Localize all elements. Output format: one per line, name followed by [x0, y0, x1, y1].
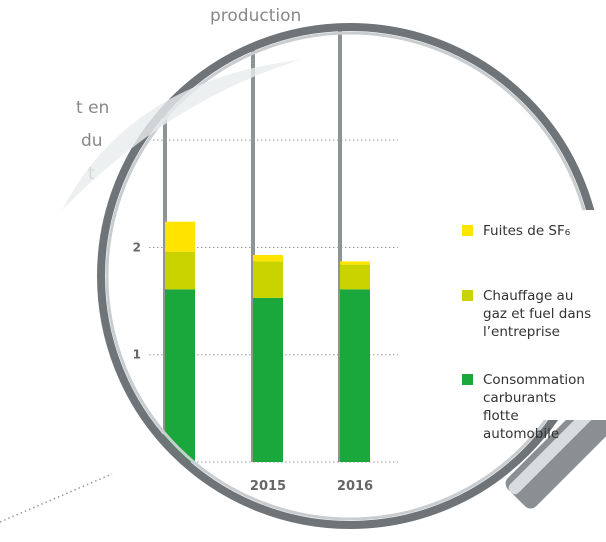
legend-panel [450, 210, 606, 420]
bar-segment [253, 261, 283, 298]
bar-segment [340, 261, 370, 265]
bar-segment [253, 254, 283, 262]
y-tick-label: 0 [133, 455, 141, 469]
post [338, 30, 342, 462]
x-tick-label: 2016 [337, 479, 373, 494]
bar-segment [340, 264, 370, 290]
bar-segment [165, 251, 195, 290]
bar-segment [253, 297, 283, 462]
legend-item: Chauffage au gaz et fuel dans l’entrepri… [462, 287, 592, 341]
legend-swatch [462, 374, 473, 385]
legend-label: Chauffage au gaz et fuel dans l’entrepri… [483, 288, 592, 340]
legend-label: Fuites de SF₆ [483, 223, 571, 239]
legend-item: Consommation carburants flotte automobil… [462, 371, 592, 443]
background-text: du [81, 131, 103, 151]
legend-swatch [462, 225, 473, 236]
magnifier-handle [505, 401, 606, 509]
bar-segment [165, 221, 195, 252]
dotted-pointer [0, 473, 113, 523]
background-text: production [210, 6, 302, 26]
legend-label: Consommation carburants flotte automobil… [483, 372, 585, 442]
bar-segment [340, 289, 370, 462]
y-tick-label: 2 [133, 240, 141, 254]
post [251, 30, 255, 462]
x-tick-label: 2014 [162, 479, 198, 494]
background-text: t en [76, 98, 110, 118]
legend-item: Fuites de SF₆ [462, 222, 592, 240]
x-tick-label: 2015 [250, 479, 286, 494]
legend-swatch [462, 290, 473, 301]
bar-segment [165, 289, 195, 462]
y-tick-label: 1 [133, 348, 141, 362]
